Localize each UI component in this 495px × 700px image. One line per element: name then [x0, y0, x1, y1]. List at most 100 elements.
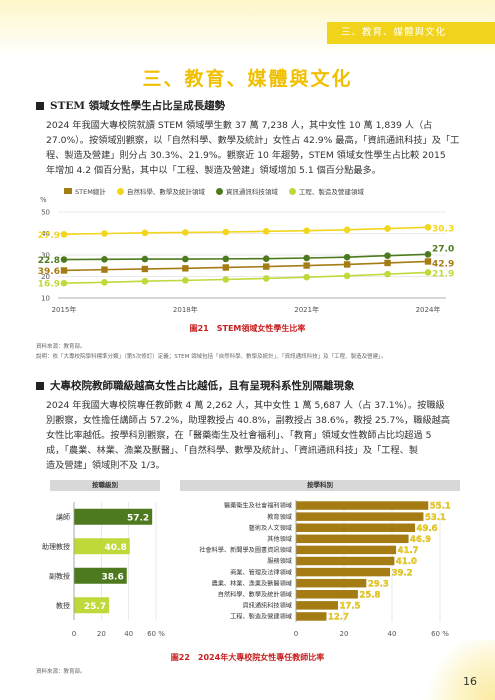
end-value-label: 30.3: [432, 224, 454, 234]
data-point: [303, 273, 310, 281]
category-label: 資訊通訊科技領域: [243, 602, 293, 610]
paragraph-line: 程、製造及營建」則分占 30.3%、21.9%。觀察近 10 年趨勢，STEM …: [46, 150, 446, 161]
legend-label: 資訊通訊科技領域: [225, 188, 278, 196]
data-point: [141, 277, 149, 285]
paragraph-line: 年增加 4.2 個百分點，其中以「工程、製造及營建」領域增加 5.1 個百分點最…: [46, 165, 381, 176]
x-tick-label: 0: [72, 630, 76, 638]
data-point: [182, 255, 189, 263]
data-point: [263, 263, 270, 270]
page-number: 16: [463, 675, 477, 688]
start-value-label: 39.6: [38, 267, 60, 277]
data-point: [262, 275, 270, 282]
chapter-tab: 三、教育、媒體與文化: [327, 22, 495, 44]
category-label: 服務領域: [267, 557, 292, 565]
data-point: [222, 276, 230, 283]
figure21-caption: 圖21 STEM領域女性學生比率: [189, 324, 306, 333]
figure22-source: 資料來源：教育部。: [36, 669, 86, 675]
category-label: 副教授: [49, 571, 70, 580]
x-tick-label: 2021年: [294, 305, 319, 314]
chart22-bar-charts: 0 20 40 60 % 講師 57.2 助理教授 40.8 副教授 38.6 教授 25.7 0 20 4…: [42, 500, 451, 638]
bar-value-label: 12.7: [328, 613, 349, 623]
paragraph-line: 造及營建」領域則不及 1/3。: [46, 460, 165, 471]
data-point: [343, 272, 351, 280]
section2-heading: 大專校院教師職級越高女性占比越低，且有呈現科系性別隔離現象: [36, 378, 355, 393]
bar: [296, 601, 338, 610]
bar-value-label: 40.8: [105, 543, 127, 553]
figure21-source: 資料來源：教育部。: [36, 344, 86, 350]
x-tick-label: 2018年: [173, 305, 198, 314]
data-point: [424, 251, 432, 258]
category-label: 其他領域: [267, 535, 292, 543]
data-point: [101, 279, 108, 286]
bar-value-label: 46.9: [410, 535, 431, 545]
legend-label: 工程、製造及營建領域: [298, 188, 364, 196]
data-point: [101, 266, 108, 273]
category-label: 醫藥衛生及社會福利領域: [224, 502, 292, 510]
x-tick-label: 20: [97, 630, 106, 638]
section1-heading: STEM 領域女性學生占比呈成長趨勢: [36, 98, 225, 113]
bar: [74, 597, 110, 614]
bar: [296, 556, 395, 566]
y-tick-label: 10: [41, 295, 50, 303]
x-tick-label: 40: [124, 630, 133, 638]
data-point: [182, 265, 189, 272]
x-tick-label: 60 %: [431, 630, 449, 638]
bar-value-label: 49.6: [417, 524, 438, 534]
y-tick-label: 30: [41, 252, 50, 260]
bar-value-label: 39.2: [392, 568, 413, 578]
section2-heading-text: 大專校院教師職級越高女性占比越低，且有呈現科系性別隔離現象: [50, 380, 355, 392]
data-point: [60, 279, 68, 287]
data-point: [182, 229, 189, 236]
bar: [296, 545, 397, 555]
bar-value-label: 29.3: [368, 579, 389, 589]
category-label: 自然科學、數學及統計領域: [218, 590, 292, 598]
section1-heading-text: STEM 領域女性學生占比呈成長趨勢: [50, 100, 226, 112]
data-point: [262, 228, 270, 235]
data-point: [141, 255, 149, 263]
data-point: [101, 230, 108, 237]
bar: [296, 578, 367, 588]
category-label: 教育領域: [267, 513, 292, 521]
paragraph-line: 成，「農業、林業、漁業及獸醫」、「自然科學、數學及統計」、「資訊通訊科技」及「工…: [46, 445, 419, 456]
data-point: [60, 231, 68, 238]
y-tick-label: 40: [41, 230, 50, 238]
data-point: [424, 269, 432, 276]
x-tick-label: 2024年: [416, 305, 441, 314]
square-bullet-icon: [36, 101, 44, 110]
figure22-caption: 圖22 2024年大專校院女性專任教師比率: [170, 653, 325, 662]
end-value-label: 27.0: [432, 244, 454, 254]
category-label: 社會科學、新聞學及圖書資訊領域: [199, 546, 292, 554]
data-point: [141, 265, 149, 273]
data-point: [343, 261, 351, 268]
legend-swatch: [215, 187, 223, 195]
section1-paragraph: 2024 年我國大專校院就讀 STEM 領域學生數 37 萬 7,238 人，其…: [46, 118, 464, 178]
bar: [296, 501, 429, 510]
data-point: [101, 256, 108, 263]
data-point: [424, 223, 432, 231]
data-point: [303, 254, 310, 262]
bar: [296, 534, 409, 544]
legend-swatch: [288, 187, 296, 195]
bar-value-label: 53.1: [425, 513, 446, 523]
right-panel-header: 按學科別: [180, 480, 460, 491]
legend-label: STEM總計: [75, 188, 106, 196]
data-point: [384, 270, 391, 278]
series-line: [63, 253, 429, 261]
data-point: [222, 228, 230, 236]
data-point: [384, 225, 391, 232]
series-line: [63, 271, 429, 284]
bar: [296, 590, 358, 599]
category-label: 藝術及人文領域: [249, 524, 292, 532]
bar-value-label: 41.7: [398, 546, 419, 556]
bar: [296, 612, 327, 621]
data-point: [222, 255, 230, 263]
end-value-label: 42.9: [432, 259, 454, 269]
square-bullet-icon: [36, 381, 44, 390]
y-axis-unit: %: [40, 196, 47, 204]
section2-paragraph: 2024 年我國大專校院專任教師數 4 萬 2,262 人，其中女性 1 萬 5…: [46, 398, 464, 473]
bar-value-label: 41.0: [396, 557, 417, 567]
category-label: 助理教授: [42, 542, 70, 551]
bar-value-label: 55.1: [430, 502, 451, 512]
category-label: 教授: [56, 601, 70, 610]
bar: [296, 567, 391, 577]
